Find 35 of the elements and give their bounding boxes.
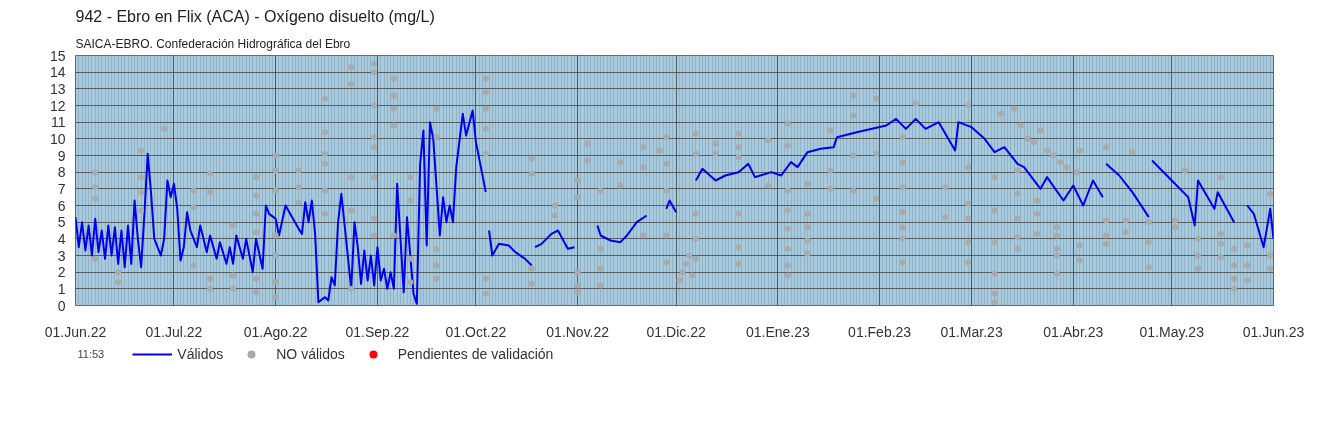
x-tick-label: 01.Ago.22 <box>243 323 308 340</box>
y-tick-label: 12 <box>49 97 66 114</box>
y-tick-label: 1 <box>57 280 66 297</box>
x-tick-label: 01.Nov.22 <box>546 323 610 340</box>
x-tick-label: 01.Ene.23 <box>745 323 811 340</box>
y-tick-label: 10 <box>49 130 66 147</box>
y-tick-label: 7 <box>57 180 66 197</box>
text: 11:53 <box>77 347 105 360</box>
legend-label: Pendientes de validación <box>397 346 554 362</box>
y-tick-label: 13 <box>49 80 66 97</box>
chart-title: 942 - Ebro en Flix (ACA) - Oxígeno disuelto (mg/L) <box>75 7 435 25</box>
y-tick-label: 0 <box>57 297 66 314</box>
chart-subtitle: SAICA-EBRO. Confederación Hidrográfica del Ebro <box>75 36 351 51</box>
x-tick-label: 01.Jul.22 <box>145 323 203 340</box>
legend-label: NO válidos <box>276 346 345 362</box>
y-tick-label: 4 <box>57 230 66 247</box>
y-tick-label: 8 <box>57 164 66 181</box>
y-tick-label: 3 <box>57 247 66 264</box>
y-tick-label: 2 <box>57 264 66 281</box>
x-tick-label: 01.Sep.22 <box>345 323 410 340</box>
x-tick-label: 01.Mar.23 <box>940 323 1003 340</box>
y-tick-label: 9 <box>57 147 66 164</box>
y-tick-label: 5 <box>57 214 66 231</box>
x-tick-label: 01.May.23 <box>1139 323 1205 340</box>
x-tick-label: 01.Jun.23 <box>1242 323 1305 340</box>
x-tick-label: 01.Oct.22 <box>445 323 507 340</box>
x-tick-label: 01.Dic.22 <box>646 323 706 340</box>
y-tick-label: 14 <box>49 64 66 81</box>
x-tick-label: 01.Jun.22 <box>44 323 107 340</box>
y-tick-label: 11 <box>50 114 66 131</box>
x-tick-label: 01.Abr.23 <box>1043 323 1104 340</box>
x-tick-label: 01.Feb.23 <box>848 323 912 340</box>
y-tick-label: 15 <box>49 47 66 64</box>
legend-label: Válidos <box>177 346 224 362</box>
y-tick-label: 6 <box>57 197 66 214</box>
